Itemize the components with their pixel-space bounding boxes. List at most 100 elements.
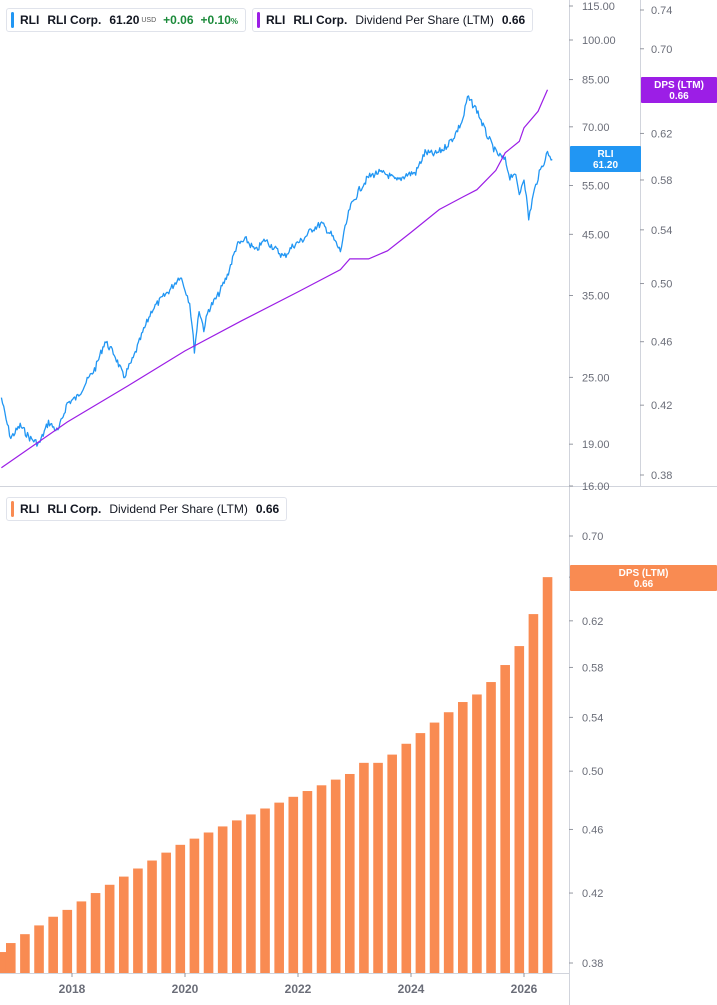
dps-bar xyxy=(260,808,270,973)
dps-bar xyxy=(189,838,200,973)
dps-bottom-legend-metric: Dividend Per Share (LTM) xyxy=(109,502,248,516)
bar-axis-tick-label: 0.54 xyxy=(582,712,603,724)
dps-bottom-legend-name: RLI Corp. xyxy=(47,502,102,516)
dps-bar xyxy=(118,876,129,973)
dps-bar xyxy=(175,844,186,973)
price-tag-value: 61.20 xyxy=(593,160,618,171)
price-legend[interactable]: RLI RLI Corp. 61.20 USD +0.06 +0.10% xyxy=(6,8,247,32)
dps-top-legend-value: 0.66 xyxy=(501,13,526,27)
dps-bottom-tag-title: DPS (LTM) xyxy=(619,568,669,579)
bar-axis-tick-label: 0.38 xyxy=(582,958,603,970)
price-tick-label: 45.00 xyxy=(582,229,610,241)
price-tick-label: 25.00 xyxy=(582,372,610,384)
dps-bar xyxy=(34,925,44,973)
dps-top-legend-metric: Dividend Per Share (LTM) xyxy=(355,13,494,27)
dps-top-tag-value: 0.66 xyxy=(669,91,689,102)
dps-top-legend[interactable]: RLI RLI Corp. Dividend Per Share (LTM) 0… xyxy=(252,8,534,32)
dps-tick-label: 0.74 xyxy=(651,5,672,17)
dps-bar xyxy=(274,802,284,973)
price-tick-label: 70.00 xyxy=(582,122,610,134)
bar-axis-tick-label: 0.62 xyxy=(582,616,603,628)
price-tick-label: 19.00 xyxy=(582,439,610,451)
time-tick-label: 2020 xyxy=(172,982,199,996)
price-legend-value: 61.20 xyxy=(109,13,140,27)
dps-bar xyxy=(147,860,157,973)
dps-bar xyxy=(472,694,482,973)
dps-bar xyxy=(486,682,496,973)
dps-bar xyxy=(457,702,468,973)
dps-bottom-tag: DPS (LTM)0.66 xyxy=(570,565,717,591)
dps-bottom-legend-value: 0.66 xyxy=(255,502,280,516)
dps-bar xyxy=(316,785,327,973)
dps-bar xyxy=(429,722,440,973)
dps-bar xyxy=(5,943,16,973)
dps-bar xyxy=(217,826,228,973)
dps-bar xyxy=(246,814,256,973)
bar-axis-tick-label: 0.50 xyxy=(582,766,603,778)
bar-axis-tick-label: 0.46 xyxy=(582,824,603,836)
dps-bar xyxy=(330,779,341,973)
dps-bar xyxy=(344,773,355,973)
dps-bar xyxy=(0,952,7,973)
dps-bar xyxy=(373,762,383,973)
price-legend-currency: USD xyxy=(141,16,157,24)
dps-bars xyxy=(0,577,553,973)
price-tag-bg xyxy=(570,146,641,172)
dps-bar xyxy=(133,868,143,973)
price-series-color xyxy=(11,12,14,28)
price-tick-label: 55.00 xyxy=(582,181,610,193)
pct-sign: % xyxy=(230,17,239,26)
dps-bar xyxy=(90,893,101,973)
dps-bottom-legend-ticker: RLI xyxy=(20,502,40,516)
price-tick-label: 16.00 xyxy=(582,481,610,493)
time-tick-label: 2018 xyxy=(59,982,86,996)
price-legend-change-pct: +0.10% xyxy=(201,13,239,27)
dps-tick-label: 0.42 xyxy=(651,400,672,412)
dps-bar xyxy=(302,791,313,973)
time-tick-label: 2024 xyxy=(398,982,425,996)
dps-bar xyxy=(104,884,115,973)
dps-bottom-tag-bg xyxy=(570,565,717,591)
bar-axis-tick-label: 0.70 xyxy=(582,531,603,543)
dps-tick-label: 0.54 xyxy=(651,225,672,237)
dps-bar xyxy=(288,796,299,973)
dps-top-tag: DPS (LTM)0.66 xyxy=(641,77,717,103)
change-pct-value: +0.10 xyxy=(200,13,231,27)
price-legend-change: +0.06 xyxy=(163,13,194,27)
dps-bar xyxy=(542,577,553,973)
dps-tick-label: 0.58 xyxy=(651,175,672,187)
dps-tick-label: 0.46 xyxy=(651,337,672,349)
price-legend-name: RLI Corp. xyxy=(47,13,102,27)
dps-top-legend-ticker: RLI xyxy=(266,13,286,27)
dps-bar xyxy=(500,665,510,973)
price-tick-label: 35.00 xyxy=(582,291,610,303)
dps-bottom-legend[interactable]: RLI RLI Corp. Dividend Per Share (LTM) 0… xyxy=(6,497,288,521)
dps-line xyxy=(1,89,549,469)
price-line xyxy=(0,95,553,447)
bar-axis-tick-label: 0.58 xyxy=(582,662,603,674)
dps-top-tag-title: DPS (LTM) xyxy=(654,80,704,91)
dps-tick-label: 0.38 xyxy=(651,470,672,482)
dps-bar xyxy=(401,743,412,973)
dps-bar xyxy=(387,754,397,973)
dps-bar xyxy=(415,733,426,973)
dps-bar xyxy=(443,712,454,973)
dps-bar xyxy=(62,909,73,973)
dps-top-tag-bg xyxy=(641,77,717,103)
dps-top-legend-name: RLI Corp. xyxy=(293,13,348,27)
dps-tick-label: 0.62 xyxy=(651,128,672,140)
dps-bar xyxy=(48,916,58,973)
dps-bottom-tag-value: 0.66 xyxy=(634,579,654,590)
price-tick-label: 115.00 xyxy=(582,1,615,13)
dps-tick-label: 0.70 xyxy=(651,44,672,56)
dps-top-series-color xyxy=(257,12,260,28)
dps-bar xyxy=(528,614,539,973)
time-tick-label: 2026 xyxy=(511,982,538,996)
bar-axis-tick-label: 0.42 xyxy=(582,888,603,900)
dps-tick-label: 0.50 xyxy=(651,279,672,291)
dps-bar xyxy=(359,762,369,973)
dps-bar xyxy=(203,832,214,973)
dps-bar xyxy=(161,852,171,973)
dps-bar xyxy=(231,820,242,973)
